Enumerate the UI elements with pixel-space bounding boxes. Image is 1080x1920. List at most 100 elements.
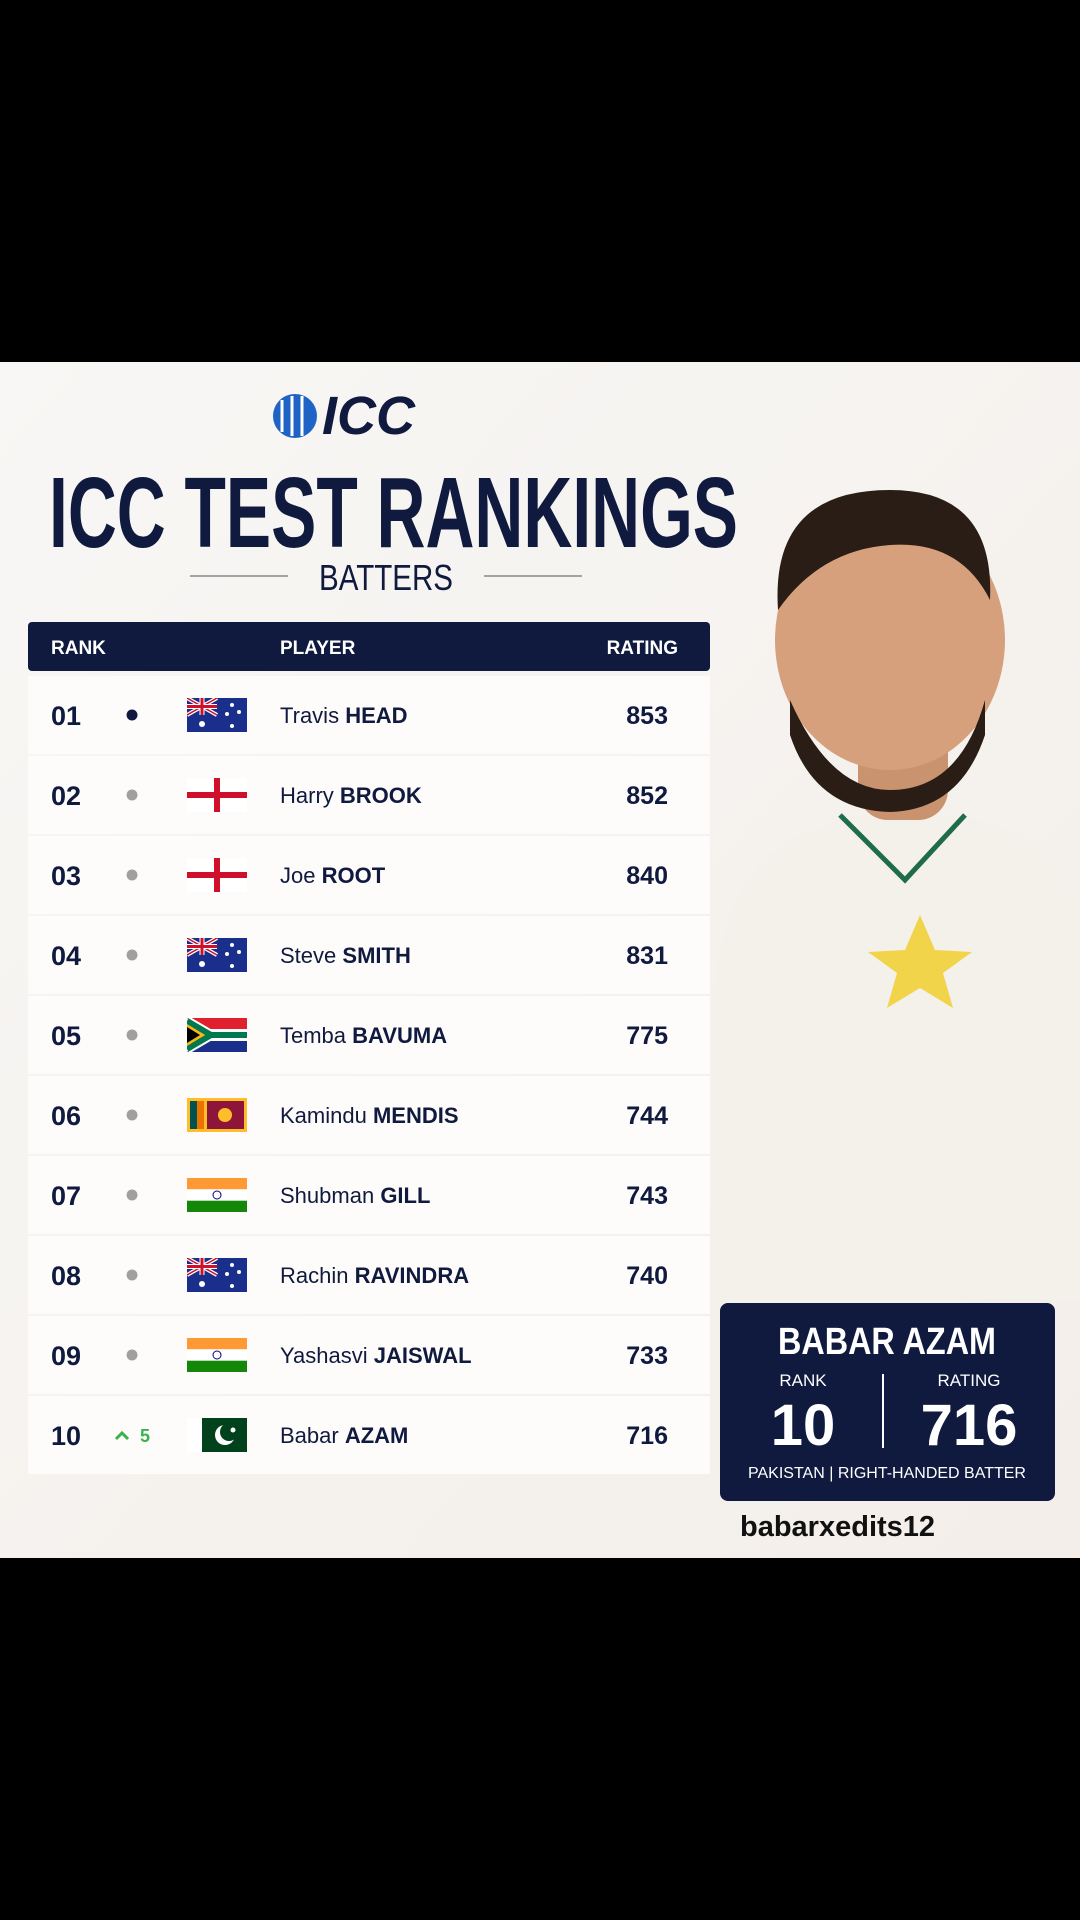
first-name: Kamindu (280, 1103, 367, 1128)
rank-change: 5 (140, 1426, 150, 1446)
first-name: Babar (280, 1423, 339, 1448)
first-name: Rachin (280, 1263, 348, 1288)
last-name: SMITH (342, 943, 410, 968)
player-name: Yashasvi JAISWAL (280, 1343, 472, 1368)
header-cell: RATING (607, 638, 678, 659)
rating: 831 (626, 942, 668, 970)
player-name: Rachin RAVINDRA (280, 1263, 469, 1288)
table-row: 07 Shubman GILL 743 (28, 1156, 710, 1234)
player-name: Steve SMITH (280, 943, 411, 968)
last-name: RAVINDRA (355, 1263, 470, 1288)
first-name: Harry (280, 783, 334, 808)
table-row: 05 Temba BAVUMA 775 (28, 996, 710, 1074)
watermark: babarxedits12 (740, 1511, 935, 1543)
status-dot (126, 1029, 138, 1041)
table-header (28, 622, 710, 671)
flag (187, 1098, 247, 1132)
rank: 09 (51, 1341, 81, 1371)
row-bg (28, 1396, 710, 1474)
rank: 07 (51, 1181, 81, 1211)
rating: 840 (626, 862, 668, 890)
player-name: Harry BROOK (280, 783, 422, 808)
rank: 03 (51, 861, 81, 891)
rating: 740 (626, 1262, 668, 1290)
first-name: Yashasvi (280, 1343, 368, 1368)
status-dot (126, 1109, 138, 1121)
flag (187, 858, 247, 892)
table-row: 06 Kamindu MENDIS 744 (28, 1076, 710, 1154)
player-name: Kamindu MENDIS (280, 1103, 459, 1128)
rank: 04 (51, 941, 81, 971)
rating: 775 (626, 1022, 668, 1050)
player-name: Shubman GILL (280, 1183, 430, 1208)
last-name: GILL (380, 1183, 430, 1208)
row-bg (28, 676, 710, 754)
status-dot (126, 1269, 138, 1281)
card-label: RANK (779, 1371, 827, 1390)
rank: 10 (51, 1421, 81, 1451)
player-name: Travis HEAD (280, 703, 408, 728)
rank: 05 (51, 1021, 81, 1051)
table-row: 10 5 Babar AZAM 716 (28, 1396, 710, 1474)
table-row: 04 Steve SMITH 831 (28, 916, 710, 994)
first-name: Shubman (280, 1183, 374, 1208)
last-name: BAVUMA (352, 1023, 447, 1048)
card-caption: PAKISTAN | RIGHT-HANDED BATTER (748, 1465, 1026, 1482)
player-name: Babar AZAM (280, 1423, 408, 1448)
card-rank: 10 (771, 1393, 836, 1458)
card-label: RATING (938, 1371, 1001, 1390)
title: ICC TEST RANKINGS (49, 457, 738, 569)
header-cell: RANK (51, 638, 106, 659)
up-arrow (114, 1430, 130, 1441)
status-dot (126, 949, 138, 961)
rating: 743 (626, 1182, 668, 1210)
row-bg (28, 1076, 710, 1154)
flag (187, 698, 247, 732)
status-dot (126, 869, 138, 881)
table-body: 01 Travis HEAD 853 02 Harry BROOK 852 03 Joe RO… (28, 676, 710, 1474)
row-bg (28, 1156, 710, 1234)
flag (187, 778, 247, 812)
flag (187, 1258, 247, 1292)
row-bg (28, 1236, 710, 1314)
icc-logo: ICC (273, 386, 416, 446)
last-name: JAISWAL (374, 1343, 472, 1368)
card-rating: 716 (921, 1393, 1018, 1458)
row-bg (28, 916, 710, 994)
table-row: 01 Travis HEAD 853 (28, 676, 710, 754)
player-name: Joe ROOT (280, 863, 386, 888)
status-dot (126, 1349, 138, 1361)
card-bg (720, 1303, 1055, 1501)
rank: 02 (51, 781, 81, 811)
rating: 733 (626, 1342, 668, 1370)
header-cell: PLAYER (280, 638, 356, 659)
last-name: HEAD (345, 703, 407, 728)
row-bg (28, 836, 710, 914)
player-name: Temba BAVUMA (280, 1023, 447, 1048)
rating: 716 (626, 1422, 668, 1450)
rank: 08 (51, 1261, 81, 1291)
first-name: Temba (280, 1023, 347, 1048)
logo-text: ICC (322, 386, 416, 446)
last-name: BROOK (340, 783, 422, 808)
first-name: Travis (280, 703, 339, 728)
flag (187, 1338, 247, 1372)
player-card: BABAR AZAM RANK RATING 10 716 PAKISTAN |… (720, 1303, 1055, 1501)
row-bg (28, 756, 710, 834)
table-row: 03 Joe ROOT 840 (28, 836, 710, 914)
card-name: BABAR AZAM (778, 1321, 996, 1363)
first-name: Steve (280, 943, 336, 968)
table-row: 02 Harry BROOK 852 (28, 756, 710, 834)
flag (187, 1178, 247, 1212)
status-dot (126, 1189, 138, 1201)
last-name: ROOT (322, 863, 386, 888)
table-row: 08 Rachin RAVINDRA 740 (28, 1236, 710, 1314)
rank: 01 (51, 701, 81, 731)
status-dot (126, 789, 138, 801)
rating: 852 (626, 782, 668, 810)
subtitle: BATTERS (319, 557, 453, 598)
rank: 06 (51, 1101, 81, 1131)
rating: 744 (626, 1102, 668, 1130)
table-row: 09 Yashasvi JAISWAL 733 (28, 1316, 710, 1394)
